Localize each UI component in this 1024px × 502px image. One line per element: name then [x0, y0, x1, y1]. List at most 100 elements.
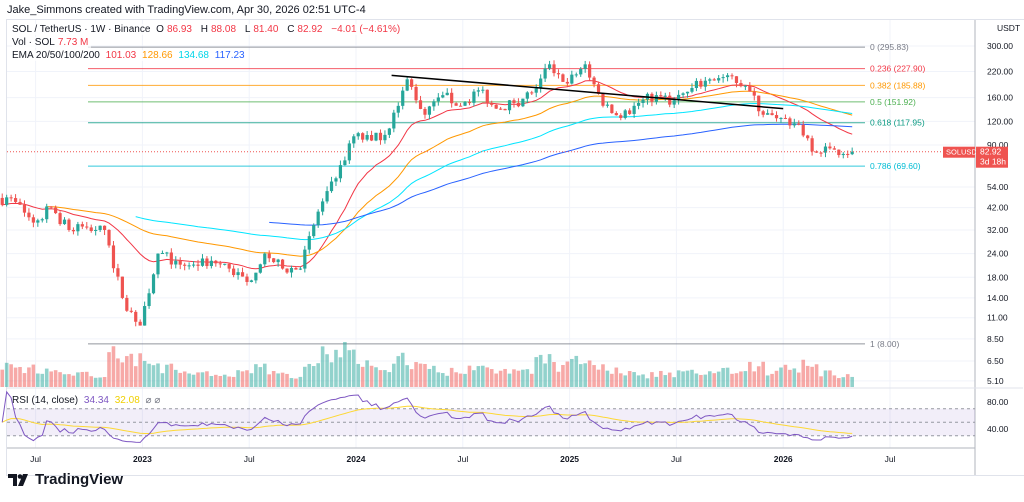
- y-tick-label: 160.00: [987, 93, 1013, 103]
- candle: [837, 149, 841, 156]
- candle: [592, 77, 596, 85]
- volume-bar: [200, 372, 205, 387]
- volume-bar: [837, 378, 841, 387]
- x-tick-label: Jul: [885, 454, 896, 464]
- tradingview-logo[interactable]: TradingView: [8, 471, 123, 488]
- candle: [147, 293, 151, 307]
- volume-bar: [596, 369, 601, 387]
- candle: [191, 264, 196, 266]
- candle: [245, 276, 249, 282]
- volume-bar: [587, 360, 592, 387]
- candle: [280, 259, 285, 269]
- symbol-name[interactable]: SOL / TetherUS · 1W · Binance: [12, 24, 151, 35]
- candle: [62, 219, 67, 225]
- candle: [708, 79, 712, 81]
- ema200-line: [269, 123, 853, 226]
- fib-level-label: 0.786 (69.60): [870, 161, 921, 171]
- rsi-legend: RSI (14, close) 34.34 32.08 ⌀ ⌀: [12, 395, 161, 406]
- candle: [521, 98, 525, 107]
- volume-bar: [405, 365, 409, 387]
- price-tag-value: 82.92: [980, 147, 1002, 157]
- candle: [232, 268, 236, 276]
- volume-bar: [432, 365, 436, 387]
- volume-bar: [0, 369, 5, 387]
- fib-level-label: 0.618 (117.95): [870, 118, 925, 128]
- candle: [120, 276, 124, 298]
- candle: [534, 88, 538, 93]
- candle: [432, 101, 436, 107]
- candle: [450, 92, 454, 104]
- candle: [338, 165, 343, 179]
- candle: [312, 225, 316, 237]
- ema100-value: 134.68: [178, 50, 209, 61]
- candle: [36, 220, 40, 223]
- volume-bar: [374, 367, 378, 387]
- candle: [89, 227, 93, 231]
- candle: [503, 108, 507, 111]
- volume-bar: [690, 369, 694, 387]
- volume-bar: [699, 374, 703, 387]
- volume-bar: [169, 363, 174, 387]
- candle: [40, 219, 44, 221]
- candle: [690, 87, 694, 92]
- tradingview-logo-icon: [8, 473, 28, 486]
- candle: [579, 68, 583, 75]
- volume-bar: [62, 374, 67, 387]
- volume-bar: [605, 370, 610, 387]
- candle: [774, 115, 779, 119]
- y-tick-label: 90.00: [987, 140, 1009, 150]
- candle: [272, 258, 276, 263]
- candle: [249, 280, 254, 282]
- candle: [116, 268, 120, 277]
- candle: [383, 134, 387, 141]
- volume-bar: [627, 371, 632, 387]
- y-tick-label: 8.50: [987, 334, 1004, 344]
- x-tick-label: Jul: [244, 454, 255, 464]
- candle: [125, 297, 129, 311]
- candle: [490, 103, 494, 105]
- volume-bar: [289, 378, 294, 387]
- candle: [677, 94, 681, 101]
- candle: [507, 100, 512, 111]
- volume-bar: [788, 369, 792, 387]
- volume-bar: [512, 369, 516, 387]
- candle: [605, 104, 610, 106]
- rsi-line: [1, 390, 853, 443]
- volume-bar: [427, 368, 432, 387]
- volume-bar: [173, 369, 178, 387]
- candle: [547, 64, 552, 69]
- candle: [748, 85, 752, 92]
- y-tick-label: 220.00: [987, 66, 1013, 76]
- fib-level-label: 0.382 (185.88): [870, 80, 925, 90]
- volume-bar: [712, 373, 717, 387]
- volume-bar: [561, 365, 565, 387]
- volume-bar: [44, 368, 49, 387]
- candle: [396, 105, 400, 113]
- candle: [699, 80, 703, 87]
- y-tick-label: 24.00: [987, 249, 1009, 259]
- volume-bar: [218, 375, 223, 387]
- candle: [151, 274, 156, 294]
- candle: [757, 95, 761, 112]
- candle: [94, 229, 98, 231]
- volume-bar: [650, 372, 654, 387]
- volume-bar: [187, 373, 191, 387]
- candle: [632, 105, 636, 114]
- volume-bar: [271, 370, 276, 387]
- volume-bar: [80, 371, 85, 387]
- candle: [574, 74, 578, 76]
- volume-bar: [423, 363, 427, 387]
- volume-bar: [529, 373, 534, 387]
- volume-bar: [258, 367, 263, 387]
- candle: [143, 306, 147, 326]
- candle: [329, 181, 334, 192]
- candle: [218, 263, 222, 265]
- candle: [850, 151, 854, 155]
- candle: [512, 100, 516, 103]
- y-tick-label: 14.00: [987, 293, 1009, 303]
- candle: [374, 132, 378, 141]
- candle: [67, 219, 71, 230]
- candle: [45, 206, 49, 220]
- volume-bar: [476, 366, 481, 387]
